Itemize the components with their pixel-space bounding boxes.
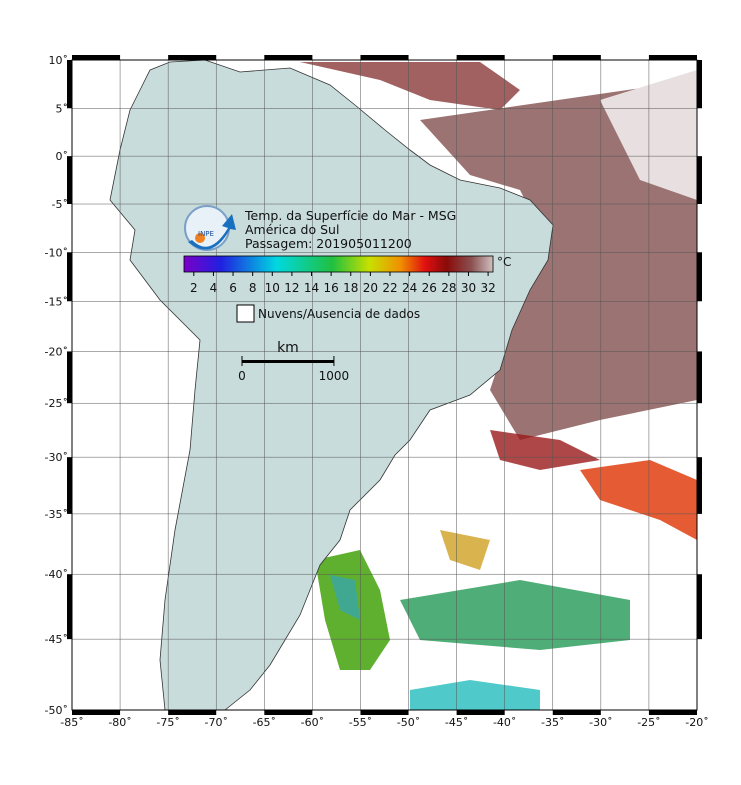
colorbar-unit: °C	[497, 255, 511, 269]
frame-segment	[697, 351, 702, 404]
lon-tick-label: -80˚	[108, 716, 131, 729]
frame-segment	[648, 710, 697, 715]
colorbar-tick-label: 32	[480, 281, 495, 295]
lat-tick-label: 10˚	[49, 54, 69, 67]
lon-tick-label: -60˚	[301, 716, 324, 729]
frame-segment	[360, 55, 409, 60]
colorbar-tick-label: 16	[324, 281, 339, 295]
lon-tick-label: -55˚	[349, 716, 372, 729]
colorbar-tick-label: 6	[229, 281, 237, 295]
colorbar-ticks: 2 4 6 8 10 12 14 16 18 20 22 24 26 28 30 32	[190, 272, 496, 295]
colorbar	[183, 255, 494, 273]
scale-unit: km	[277, 340, 299, 356]
colorbar-tick-label: 30	[461, 281, 476, 295]
lat-tick-label: -20˚	[45, 345, 68, 358]
frame-segment	[67, 252, 72, 302]
frame-segment	[168, 710, 217, 715]
lat-tick-label: -25˚	[45, 397, 68, 410]
title-line: Temp. da Superfície do Mar - MSG	[244, 208, 456, 223]
frame-segment	[697, 252, 702, 302]
lat-tick-label: -40˚	[45, 568, 68, 581]
frame-segment	[264, 55, 313, 60]
lon-tick-label: -65˚	[253, 716, 276, 729]
lon-tick-label: -50˚	[397, 716, 420, 729]
frame-segment	[67, 351, 72, 404]
frame-segment	[552, 55, 601, 60]
colorbar-tick-label: 12	[284, 281, 299, 295]
lat-tick-label: 5˚	[56, 102, 69, 115]
frame-segment	[168, 55, 217, 60]
legend-label: Nuvens/Ausencia de dados	[258, 307, 420, 321]
lon-tick-label: -70˚	[204, 716, 227, 729]
frame-segment	[456, 55, 505, 60]
logo: INPE	[184, 205, 236, 251]
colorbar-tick-label: 24	[402, 281, 417, 295]
lon-tick-label: -75˚	[156, 716, 179, 729]
colorbar-tick-label: 10	[265, 281, 280, 295]
colorbar-tick-label: 26	[422, 281, 437, 295]
lon-tick-label: -85˚	[60, 716, 83, 729]
frame-segment	[697, 574, 702, 640]
frame-segment	[697, 457, 702, 514]
lon-tick-label: -45˚	[445, 716, 468, 729]
legend-swatch	[236, 304, 255, 323]
colorbar-tick-label: 28	[441, 281, 456, 295]
frame-segment	[72, 55, 121, 60]
frame-segment	[648, 55, 697, 60]
title-line: Passagem: 201905011200	[245, 236, 412, 251]
lat-tick-label: -10˚	[45, 246, 68, 259]
lat-tick-label: -45˚	[45, 633, 68, 646]
imagery	[300, 62, 697, 710]
lat-tick-label: -5˚	[52, 198, 68, 211]
lon-tick-label: -20˚	[685, 716, 708, 729]
frame-segment	[360, 710, 409, 715]
frame-segment	[67, 457, 72, 514]
colorbar-tick-label: 2	[190, 281, 198, 295]
frame-segment	[552, 710, 601, 715]
scale-bar-body	[242, 360, 334, 363]
lat-tick-label: 0˚	[56, 150, 69, 163]
frame-segment	[697, 60, 702, 109]
lon-tick-label: -25˚	[637, 716, 660, 729]
title-line: América do Sul	[245, 222, 339, 237]
frame-segment	[72, 710, 121, 715]
scale-tick-label: 0	[238, 369, 246, 383]
frame-segment	[456, 710, 505, 715]
frame-segment	[67, 574, 72, 640]
colorbar-tick-label: 8	[249, 281, 257, 295]
lon-tick-label: -40˚	[493, 716, 516, 729]
lat-tick-label: -50˚	[45, 704, 68, 717]
scale-bar: 0 1000 km	[238, 340, 349, 383]
frame-segment	[67, 60, 72, 109]
logo-text: INPE	[198, 230, 214, 238]
lat-tick-label: -30˚	[45, 451, 68, 464]
colorbar-tick-label: 22	[382, 281, 397, 295]
lat-tick-label: -35˚	[45, 508, 68, 521]
lon-tick-label: -35˚	[541, 716, 564, 729]
colorbar-tick-label: 4	[210, 281, 218, 295]
colorbar-tick-label: 18	[343, 281, 358, 295]
scale-tick-label: 1000	[319, 369, 350, 383]
lat-tick-label: -15˚	[45, 295, 68, 308]
colorbar-tick-label: 14	[304, 281, 319, 295]
lon-tick-label: -30˚	[589, 716, 612, 729]
frame-segment	[67, 156, 72, 205]
frame-segment	[697, 156, 702, 205]
frame-segment	[264, 710, 313, 715]
colorbar-tick-label: 20	[363, 281, 378, 295]
